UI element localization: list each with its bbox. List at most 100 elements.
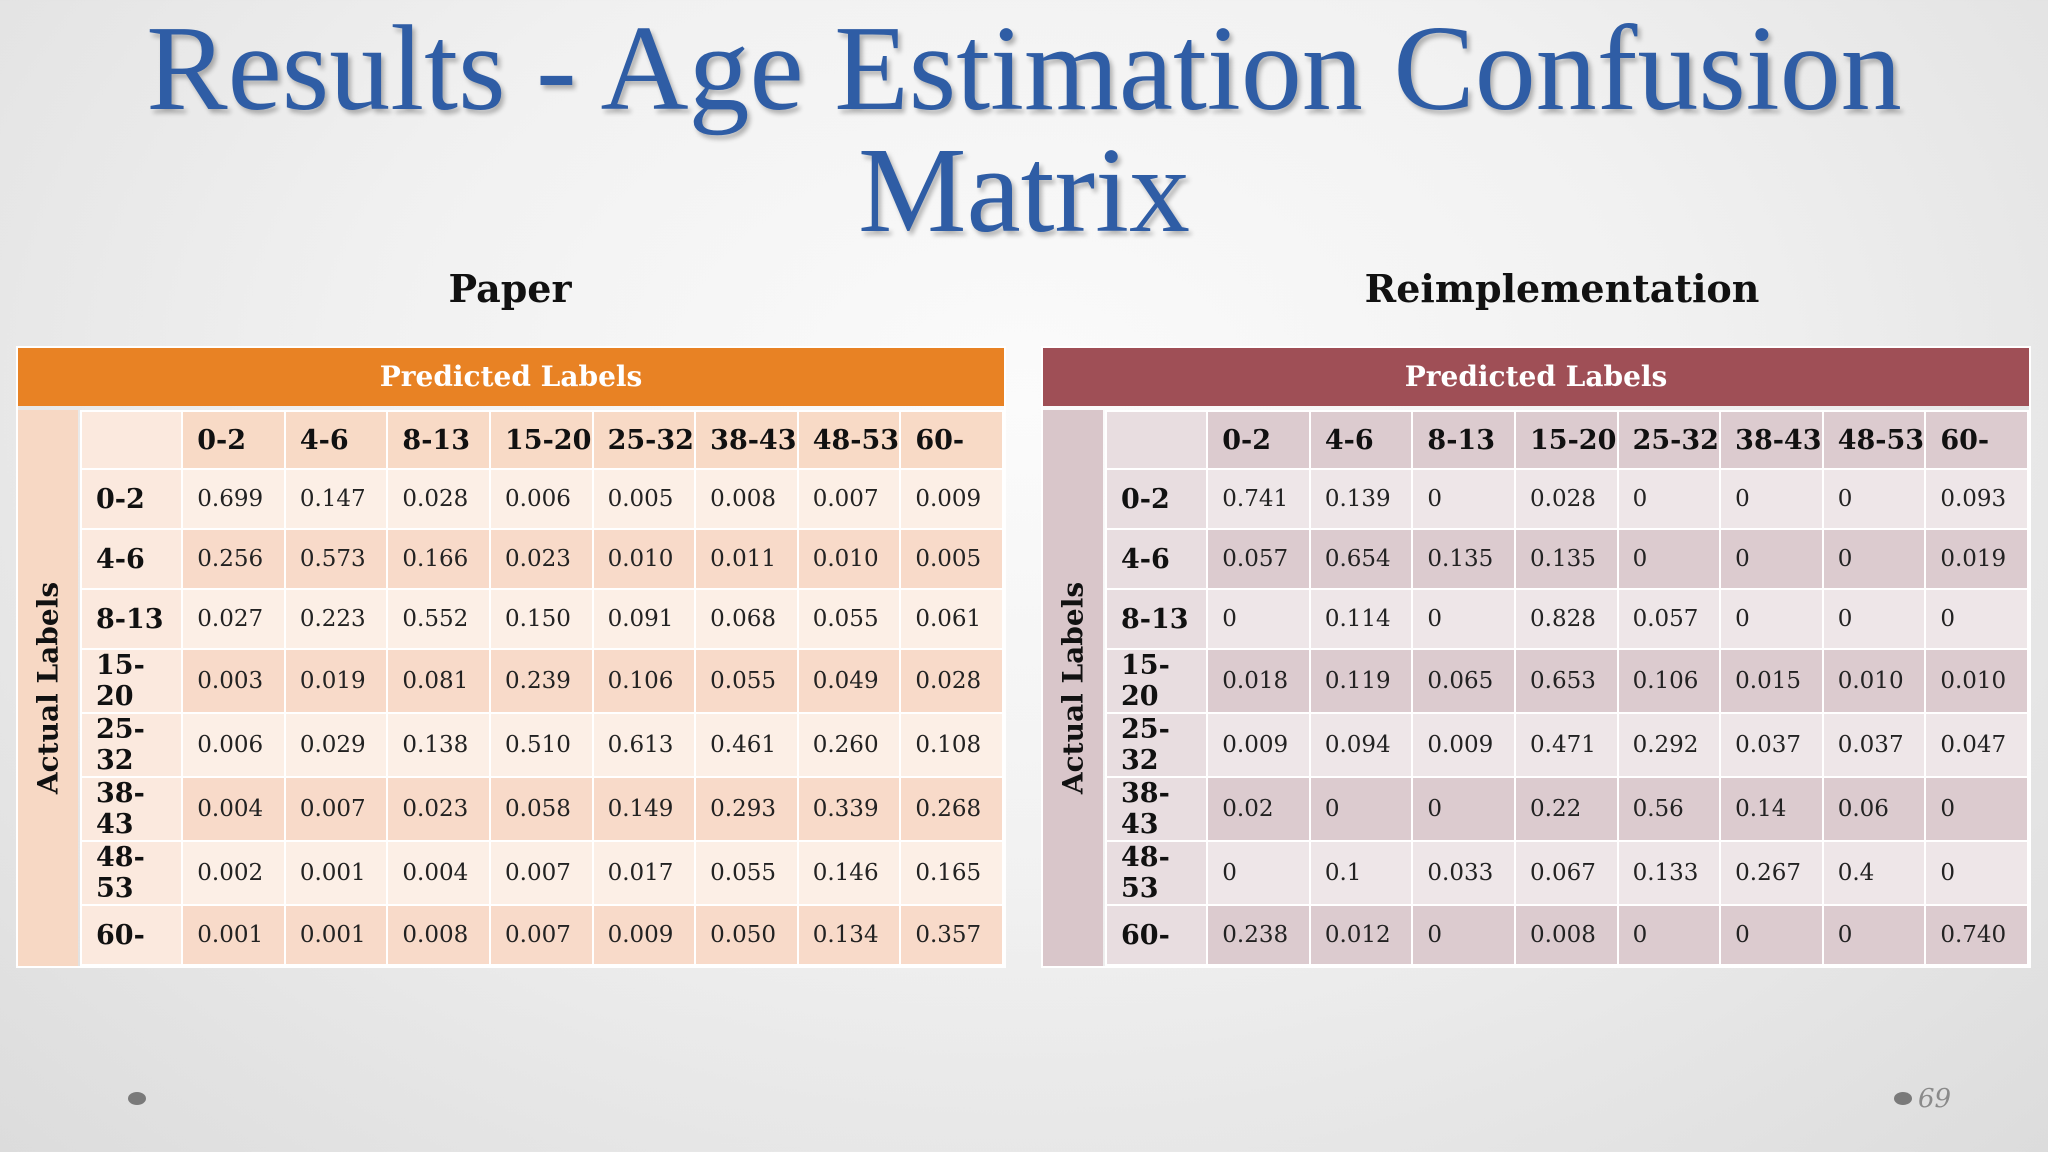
page-number: 69 bbox=[1918, 1084, 1952, 1114]
matrix-cell: 0 bbox=[1719, 588, 1824, 650]
matrix-cell: 0.037 bbox=[1821, 712, 1927, 778]
matrix-cell: 0.010 bbox=[1821, 648, 1927, 714]
reimplementation-matrix-table: 0-2 4-6 8-13 15-20 25-32 38-43 48-53 60- 0-2 0.74… bbox=[1104, 410, 2029, 966]
matrix-cell: 0.027 bbox=[181, 588, 286, 650]
column-header-row: 0-2 4-6 8-13 15-20 25-32 38-43 48-53 60- bbox=[79, 410, 1004, 470]
matrix-cell: 0.740 bbox=[1924, 904, 2029, 966]
matrix-cell: 0.029 bbox=[283, 712, 389, 778]
table-row: 8-13 0.027 0.223 0.552 0.150 0.091 0.068 0.055 0… bbox=[79, 588, 1004, 650]
column-header: 25-32 bbox=[591, 410, 697, 470]
matrix-cell: 0.510 bbox=[489, 712, 594, 778]
matrix-cell: 0.081 bbox=[386, 648, 491, 714]
matrix-cell: 0.828 bbox=[1514, 588, 1619, 650]
table-row: 60- 0.238 0.012 0 0.008 0 0 0 0.740 bbox=[1104, 904, 2029, 966]
matrix-cell: 0.010 bbox=[1924, 648, 2029, 714]
column-header-row: 0-2 4-6 8-13 15-20 25-32 38-43 48-53 60- bbox=[1104, 410, 2029, 470]
row-header: 60- bbox=[1104, 904, 1209, 966]
matrix-cell: 0.471 bbox=[1514, 712, 1619, 778]
paper-matrix-table: 0-2 4-6 8-13 15-20 25-32 38-43 48-53 60- 0-2 0.69… bbox=[79, 410, 1004, 966]
matrix-cell: 0.149 bbox=[591, 776, 697, 842]
column-header: 4-6 bbox=[283, 410, 389, 470]
table-row: 48-53 0 0.1 0.033 0.067 0.133 0.267 0.4 0 bbox=[1104, 840, 2029, 906]
table-row: 25-32 0.009 0.094 0.009 0.471 0.292 0.037 0.037… bbox=[1104, 712, 2029, 778]
column-header: 15-20 bbox=[489, 410, 594, 470]
row-header: 4-6 bbox=[1104, 528, 1209, 590]
table-row: 25-32 0.006 0.029 0.138 0.510 0.613 0.461 0.260… bbox=[79, 712, 1004, 778]
matrix-cell: 0 bbox=[1206, 840, 1311, 906]
column-header: 38-43 bbox=[694, 410, 799, 470]
reimplementation-subtitle: Reimplementation bbox=[1364, 266, 1760, 311]
matrix-cell: 0.008 bbox=[694, 468, 799, 530]
column-header: 48-53 bbox=[796, 410, 902, 470]
table-row: 4-6 0.256 0.573 0.166 0.023 0.010 0.011 0.010 0.… bbox=[79, 528, 1004, 590]
matrix-cell: 0.009 bbox=[1411, 712, 1516, 778]
row-header: 60- bbox=[79, 904, 184, 966]
paper-confusion-matrix: Predicted Labels Actual Labels 0-2 4-6 8-1… bbox=[16, 346, 1006, 968]
matrix-cell: 0.055 bbox=[694, 648, 799, 714]
paper-predicted-labels-header: Predicted Labels bbox=[18, 348, 1004, 406]
row-header: 25-32 bbox=[79, 712, 184, 778]
matrix-cell: 0.049 bbox=[796, 648, 902, 714]
slide-title: Results - Age Estimation Confusion Matri… bbox=[0, 8, 2048, 252]
row-header: 25-32 bbox=[1104, 712, 1209, 778]
matrix-cell: 0.22 bbox=[1514, 776, 1619, 842]
paper-subtitle: Paper bbox=[448, 266, 572, 311]
matrix-cell: 0.106 bbox=[1616, 648, 1722, 714]
matrix-cell: 0.055 bbox=[694, 840, 799, 906]
matrix-cell: 0.004 bbox=[181, 776, 286, 842]
matrix-cell: 0.114 bbox=[1308, 588, 1414, 650]
column-header: 60- bbox=[1924, 410, 2029, 470]
matrix-cell: 0.037 bbox=[1719, 712, 1824, 778]
column-header: 15-20 bbox=[1514, 410, 1619, 470]
row-header: 0-2 bbox=[1104, 468, 1209, 530]
matrix-cell: 0.015 bbox=[1719, 648, 1824, 714]
matrix-cell: 0.010 bbox=[796, 528, 902, 590]
matrix-cell: 0.009 bbox=[899, 468, 1004, 530]
table-row: 60- 0.001 0.001 0.008 0.007 0.009 0.050 0.134 0.… bbox=[79, 904, 1004, 966]
matrix-cell: 0.003 bbox=[181, 648, 286, 714]
matrix-cell: 0.135 bbox=[1411, 528, 1516, 590]
matrix-cell: 0.166 bbox=[386, 528, 491, 590]
column-header: 0-2 bbox=[1206, 410, 1311, 470]
matrix-cell: 0.119 bbox=[1308, 648, 1414, 714]
matrix-cell: 0.067 bbox=[1514, 840, 1619, 906]
matrix-cell: 0.292 bbox=[1616, 712, 1722, 778]
column-header: 8-13 bbox=[386, 410, 491, 470]
matrix-cell: 0.146 bbox=[796, 840, 902, 906]
matrix-cell: 0 bbox=[1308, 776, 1414, 842]
matrix-cell: 0 bbox=[1616, 468, 1722, 530]
matrix-cell: 0.028 bbox=[386, 468, 491, 530]
matrix-cell: 0.006 bbox=[489, 468, 594, 530]
matrix-cell: 0 bbox=[1616, 528, 1722, 590]
matrix-cell: 0.06 bbox=[1821, 776, 1927, 842]
matrix-cell: 0.1 bbox=[1308, 840, 1414, 906]
matrix-cell: 0.005 bbox=[899, 528, 1004, 590]
matrix-cell: 0.008 bbox=[1514, 904, 1619, 966]
matrix-cell: 0.050 bbox=[694, 904, 799, 966]
matrix-cell: 0.019 bbox=[283, 648, 389, 714]
matrix-cell: 0.654 bbox=[1308, 528, 1414, 590]
matrix-cell: 0.4 bbox=[1821, 840, 1927, 906]
matrix-cell: 0.268 bbox=[899, 776, 1004, 842]
title-line-2: Matrix bbox=[857, 123, 1191, 258]
matrix-cell: 0 bbox=[1924, 588, 2029, 650]
matrix-cell: 0 bbox=[1719, 904, 1824, 966]
matrix-cell: 0.147 bbox=[283, 468, 389, 530]
matrix-cell: 0.019 bbox=[1924, 528, 2029, 590]
footer-bullet-left bbox=[128, 1092, 146, 1105]
matrix-cell: 0.004 bbox=[386, 840, 491, 906]
matrix-cell: 0.023 bbox=[386, 776, 491, 842]
table-row: 38-43 0.004 0.007 0.023 0.058 0.149 0.293 0.339… bbox=[79, 776, 1004, 842]
matrix-cell: 0 bbox=[1924, 840, 2029, 906]
matrix-cell: 0.357 bbox=[899, 904, 1004, 966]
reimplementation-predicted-labels-header: Predicted Labels bbox=[1043, 348, 2029, 406]
table-row: 0-2 0.699 0.147 0.028 0.006 0.005 0.008 0.007 0.… bbox=[79, 468, 1004, 530]
matrix-cell: 0 bbox=[1411, 904, 1516, 966]
table-row: 38-43 0.02 0 0 0.22 0.56 0.14 0.06 0 bbox=[1104, 776, 2029, 842]
matrix-cell: 0.134 bbox=[796, 904, 902, 966]
table-row: 0-2 0.741 0.139 0 0.028 0 0 0 0.093 bbox=[1104, 468, 2029, 530]
matrix-cell: 0.017 bbox=[591, 840, 697, 906]
matrix-cell: 0.001 bbox=[283, 840, 389, 906]
matrix-cell: 0.009 bbox=[591, 904, 697, 966]
column-header: 25-32 bbox=[1616, 410, 1722, 470]
